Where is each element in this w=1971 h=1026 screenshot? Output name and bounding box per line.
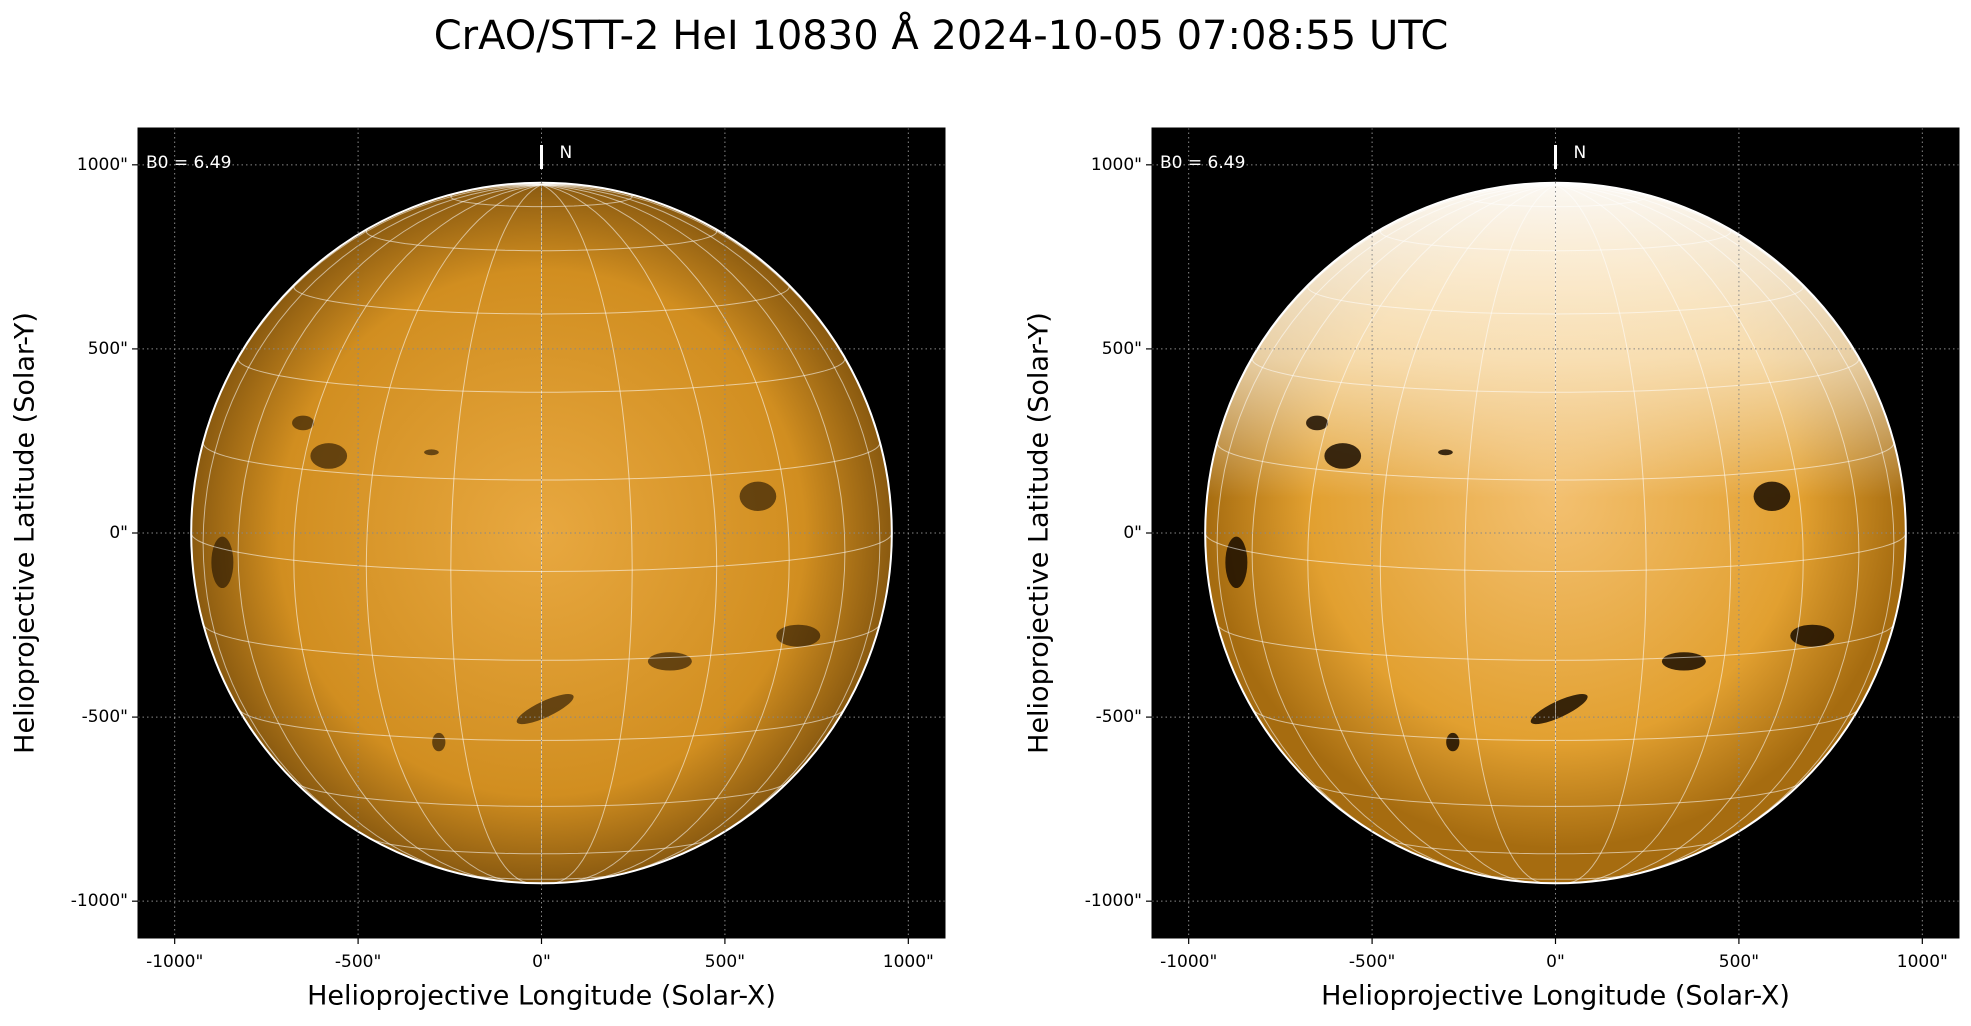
dark-feature <box>292 415 315 431</box>
dark-feature <box>310 443 348 469</box>
heliographic-grid <box>1464 192 1647 208</box>
x-tick-label: -1000" <box>146 952 203 972</box>
heliographic-grid <box>541 184 790 882</box>
heliographic-grid <box>202 184 542 856</box>
x-tick-label: 500" <box>1719 952 1759 972</box>
heliographic-grid <box>1204 532 1907 573</box>
north-label: N <box>1574 143 1587 163</box>
heliographic-grid <box>541 184 633 884</box>
dark-feature <box>1753 481 1791 511</box>
dark-feature <box>1225 536 1248 589</box>
b0-label: B0 = 6.49 <box>1160 153 1245 173</box>
heliographic-grid <box>1307 184 1556 882</box>
heliographic-grid <box>460 873 623 880</box>
y-tick-label: 0" <box>109 523 128 543</box>
b0-label: B0 = 6.49 <box>146 153 231 173</box>
dark-feature <box>1324 443 1362 469</box>
heliographic-grid <box>293 184 542 882</box>
dark-feature <box>776 624 821 647</box>
panel: -1000" -500" 0" 500" 1000" -1000" -500" 0" 500" 1… <box>10 127 946 1012</box>
heliographic-grid <box>450 192 633 208</box>
x-tick-label: -500" <box>1349 952 1395 972</box>
x-tick-label: 1000" <box>883 952 934 972</box>
dark-feature <box>647 652 692 671</box>
y-tick-label: -1000" <box>71 891 128 911</box>
north-label: N <box>560 143 573 163</box>
x-tick-label: 500" <box>705 952 745 972</box>
heliographic-grid <box>1555 184 1732 883</box>
x-tick-label: 1000" <box>1897 952 1948 972</box>
heliographic-grid <box>541 184 846 875</box>
y-tick-label: 1000" <box>1091 155 1142 175</box>
heliographic-grid <box>541 184 718 883</box>
y-tick-label: 0" <box>1123 523 1142 543</box>
y-tick-label: -1000" <box>1085 891 1142 911</box>
dark-feature <box>1438 449 1453 456</box>
heliographic-grid <box>450 184 542 884</box>
y-tick-label: -500" <box>82 707 128 727</box>
y-tick-label: 500" <box>1102 339 1142 359</box>
x-tick-label: 0" <box>1546 952 1565 972</box>
dark-feature <box>1446 732 1460 752</box>
heliographic-grid <box>1310 783 1801 807</box>
heliographic-grid <box>190 532 893 573</box>
y-axis-label: Helioprojective Latitude (Solar-Y) <box>1024 312 1055 754</box>
dark-feature <box>424 449 439 456</box>
heliographic-grid <box>296 783 787 807</box>
y-tick-label: 1000" <box>77 155 128 175</box>
heliographic-grid <box>1555 184 1647 884</box>
x-tick-label: -500" <box>335 952 381 972</box>
dark-feature <box>432 732 446 752</box>
heliographic-grid <box>365 184 542 883</box>
heliographic-grid <box>1251 184 1556 875</box>
heliographic-grid <box>1216 184 1556 856</box>
heliographic-grid <box>1379 184 1556 883</box>
dark-feature <box>211 536 234 589</box>
heliographic-grid <box>1251 357 1860 393</box>
heliographic-grid <box>1555 184 1804 882</box>
heliographic-grid <box>1555 184 1860 875</box>
y-tick-label: 500" <box>88 339 128 359</box>
heliographic-grid <box>1474 873 1637 880</box>
heliographic-grid <box>1555 184 1895 856</box>
dark-feature <box>1306 415 1329 431</box>
dark-feature <box>1790 624 1835 647</box>
y-axis-label: Helioprojective Latitude (Solar-Y) <box>10 312 41 754</box>
axes-frame <box>137 127 946 939</box>
heliographic-grid <box>541 184 881 856</box>
y-tick-label: -500" <box>1096 707 1142 727</box>
axes-frame <box>1151 127 1960 939</box>
panel: -1000" -500" 0" 500" 1000" -1000" -500" 0" 500" 1… <box>1024 127 1960 1012</box>
dark-feature <box>739 481 777 511</box>
x-tick-label: -1000" <box>1160 952 1217 972</box>
heliographic-grid <box>237 184 542 875</box>
x-tick-label: 0" <box>532 952 551 972</box>
heliographic-grid <box>237 357 846 393</box>
figure-title: CrAO/STT-2 HeI 10830 Å 2024-10-05 07:08:… <box>434 11 1449 59</box>
heliographic-grid <box>1464 184 1556 884</box>
dark-feature <box>1661 652 1706 671</box>
x-axis-label: Helioprojective Longitude (Solar-X) <box>307 981 776 1012</box>
x-axis-label: Helioprojective Longitude (Solar-X) <box>1321 981 1790 1012</box>
